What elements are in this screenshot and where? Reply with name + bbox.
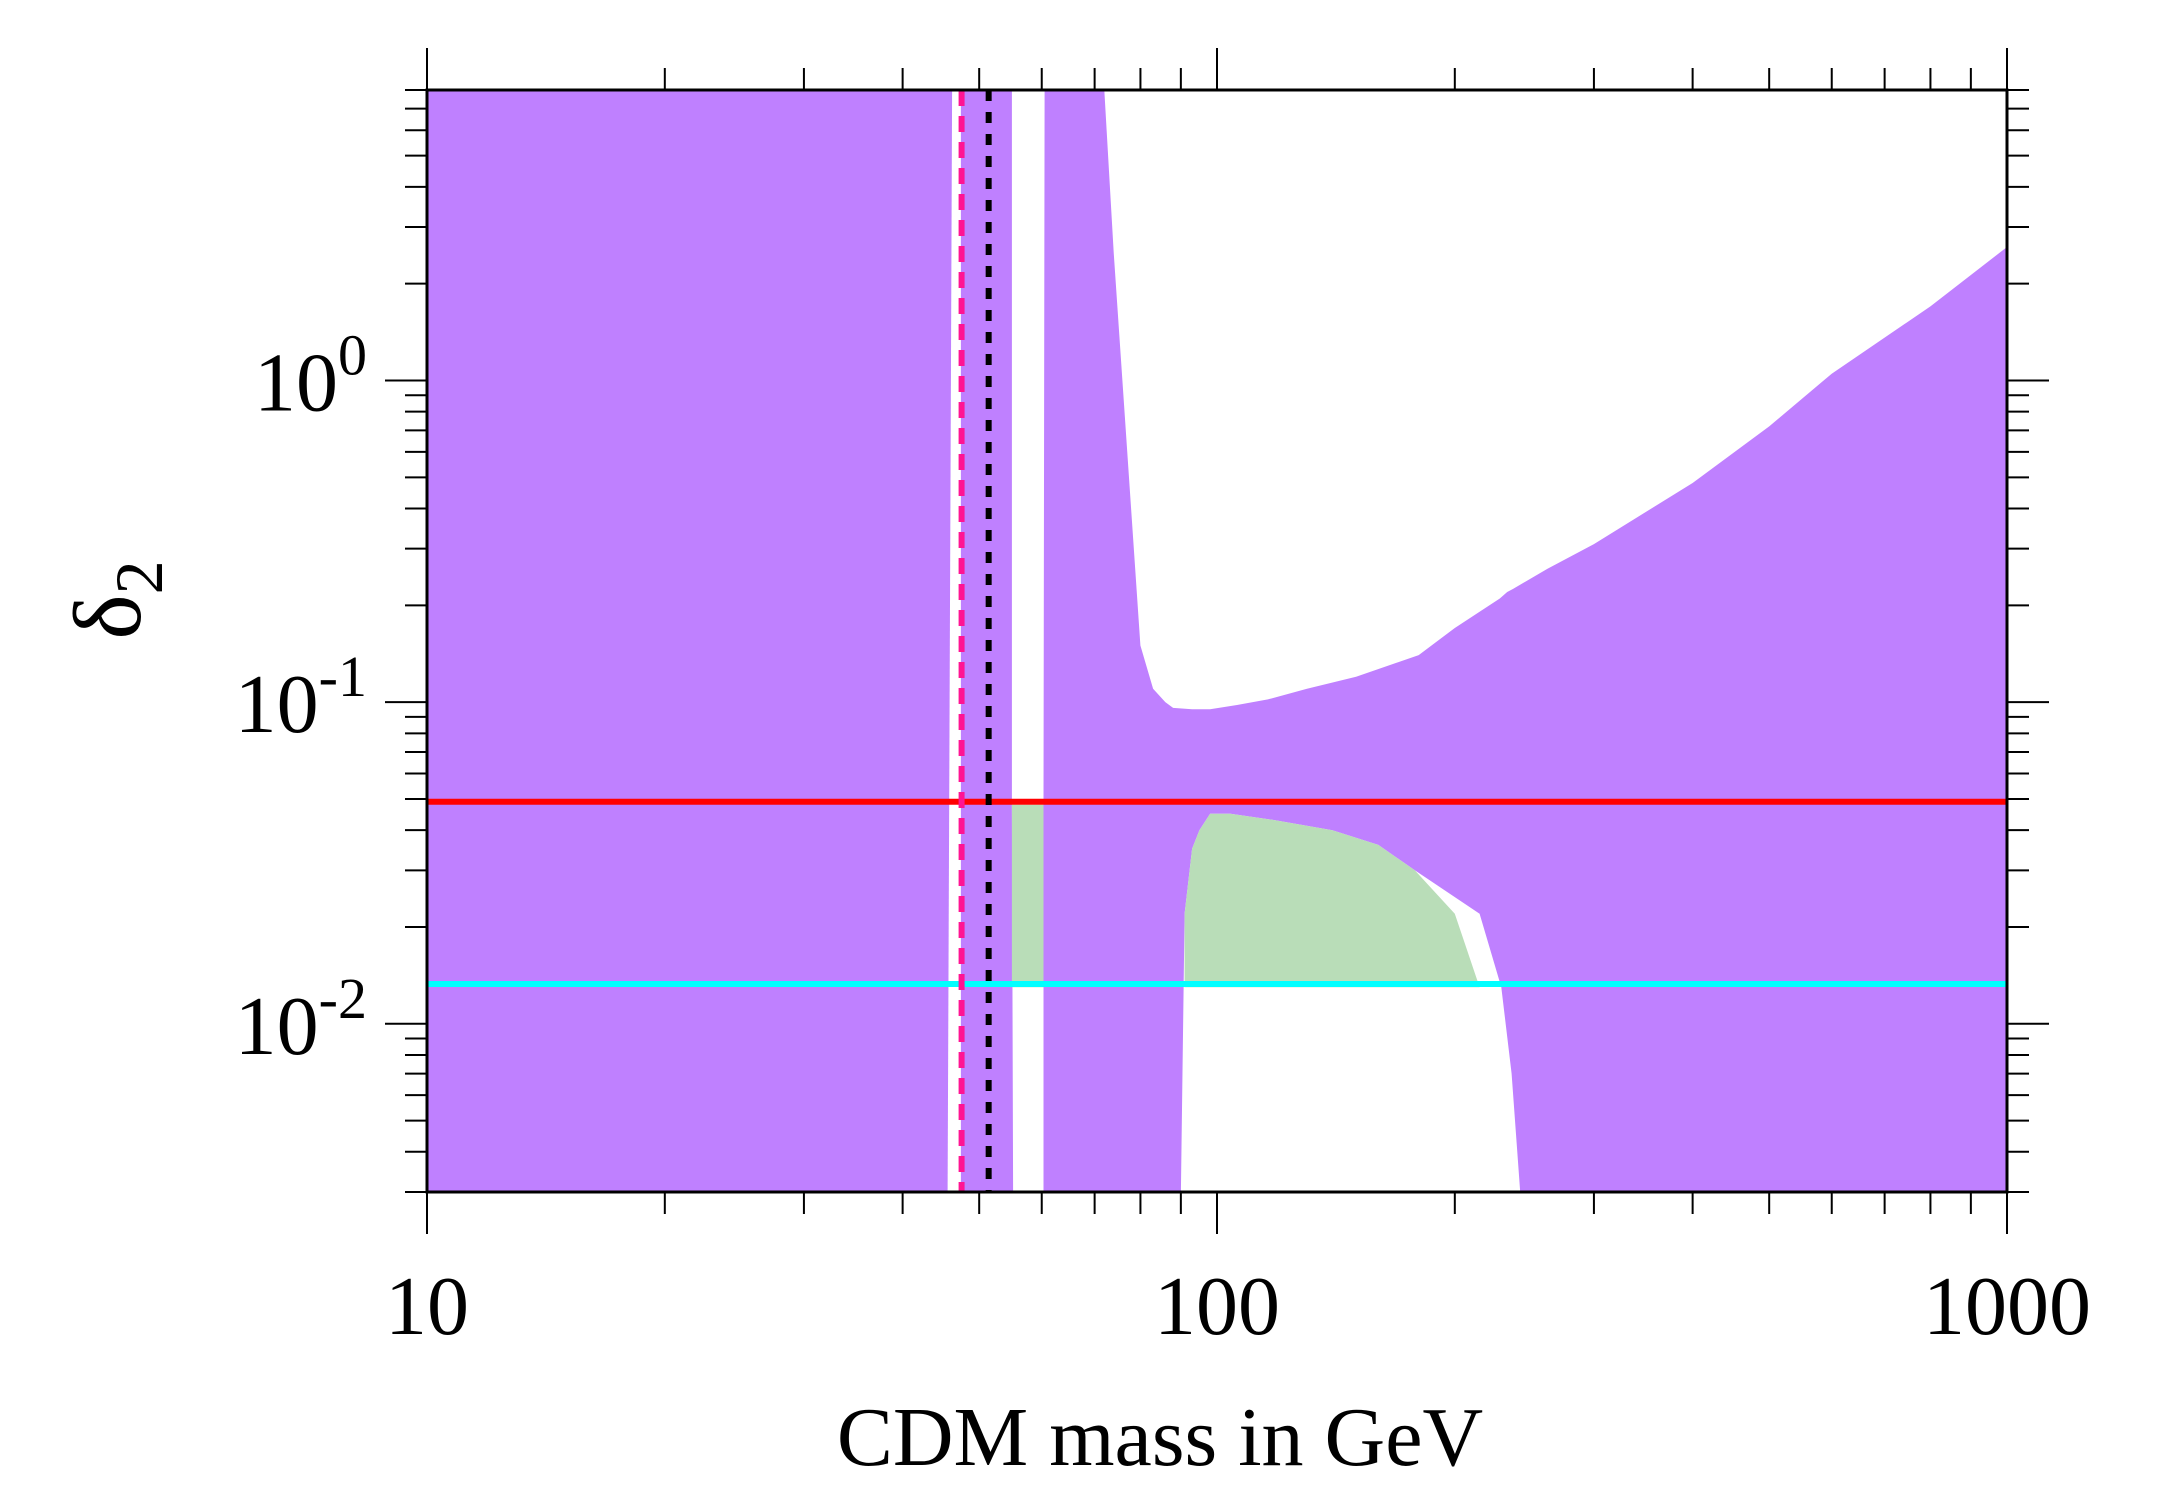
y-tick-base: 10 xyxy=(254,336,338,429)
plot-regions xyxy=(427,90,2007,1192)
y-axis-symbol: δ xyxy=(54,594,161,639)
allowed-green-main-region xyxy=(1184,813,1480,988)
axis-ticks xyxy=(385,48,2049,1234)
x-tick-label: 10 xyxy=(385,1260,469,1353)
y-tick-exponent: -2 xyxy=(319,966,367,1031)
allowed-green-strip-region xyxy=(1011,804,1044,988)
y-tick-exponent: -1 xyxy=(319,644,367,709)
excluded-left-region xyxy=(427,90,953,1192)
x-tick-label: 1000 xyxy=(1923,1260,2091,1353)
x-tick-labels: 10 100 1000 xyxy=(385,1260,2091,1353)
y-tick-base: 10 xyxy=(235,658,319,751)
y-tick-label: 10-2 xyxy=(235,966,367,1073)
x-tick-label: 100 xyxy=(1154,1260,1280,1353)
y-tick-label: 10-1 xyxy=(235,644,367,751)
y-axis-subscript: 2 xyxy=(101,560,177,594)
y-axis-title: δ2 xyxy=(54,560,177,639)
excluded-main-region xyxy=(1043,90,2007,1192)
y-tick-base: 10 xyxy=(235,980,319,1073)
x-axis-title: CDM mass in GeV xyxy=(837,1391,1483,1484)
plot-lines xyxy=(427,90,2007,1192)
y-tick-exponent: 0 xyxy=(338,322,367,387)
y-tick-label: 100 xyxy=(254,322,367,429)
